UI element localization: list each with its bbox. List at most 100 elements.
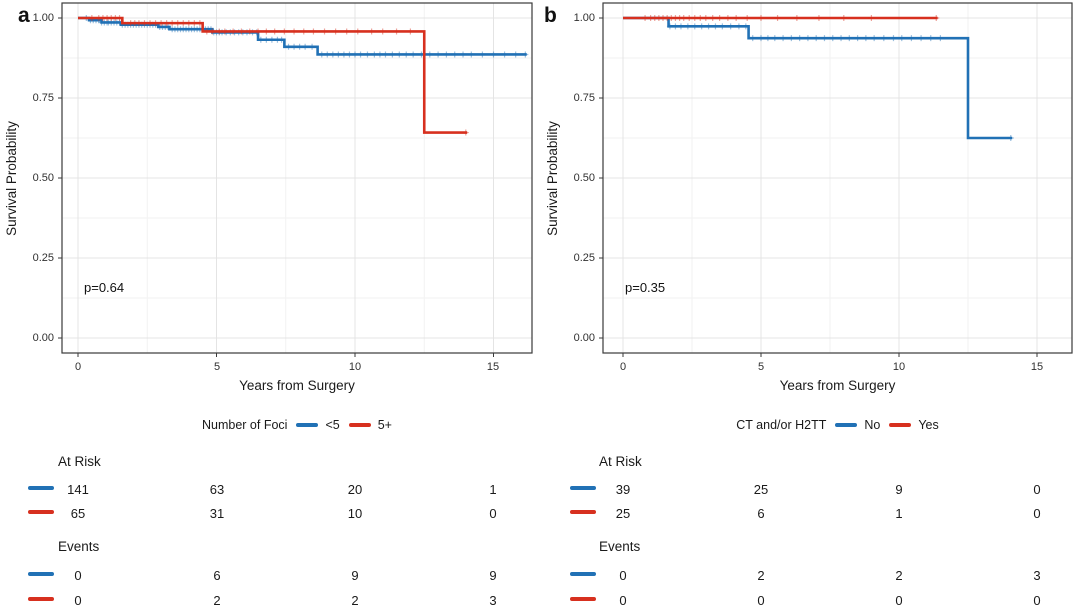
censor-mark	[908, 35, 915, 42]
series-marker	[570, 572, 596, 576]
x-axis-tick-label: 10	[348, 361, 362, 373]
censor-mark	[171, 26, 178, 33]
legend-swatch	[889, 423, 912, 427]
censor-mark	[343, 28, 350, 35]
legend-swatch	[296, 423, 319, 427]
censor-mark	[702, 15, 709, 21]
legend-item: 5+	[348, 418, 392, 432]
censor-mark	[680, 15, 687, 21]
risk-count: 6	[757, 506, 765, 521]
censor-mark	[764, 35, 771, 42]
y-axis-tick-label: 0.25	[573, 252, 595, 264]
series-marker	[28, 572, 54, 576]
censor-mark	[246, 28, 253, 35]
censor-mark	[131, 20, 138, 27]
p-value-a: p=0.64	[84, 280, 125, 295]
censor-mark	[340, 51, 347, 58]
series-marker	[28, 510, 54, 514]
censor-mark	[780, 35, 787, 42]
series-marker	[570, 486, 596, 490]
censor-mark	[804, 35, 811, 42]
censor-mark	[1007, 135, 1014, 141]
x-axis-tick-label: 5	[213, 361, 221, 373]
censor-mark	[238, 28, 245, 35]
censor-mark	[113, 19, 120, 26]
censor-mark	[309, 43, 316, 50]
survival-curve-a-<5	[78, 16, 527, 56]
censor-mark	[744, 15, 751, 21]
legend-b: CT and/or H2TT No Yes	[603, 413, 1072, 437]
censor-mark	[647, 15, 654, 21]
censor-mark	[99, 15, 106, 21]
legend-item-label: 5+	[377, 418, 392, 432]
censor-mark	[263, 28, 270, 35]
event-count: 9	[489, 568, 497, 583]
censor-mark	[719, 23, 726, 30]
censor-mark	[278, 36, 285, 43]
y-axis-title-b: Survival Probability	[544, 120, 560, 236]
censor-mark	[771, 35, 778, 42]
censor-mark	[460, 51, 467, 58]
censor-mark	[697, 15, 704, 21]
censor-mark	[169, 26, 176, 33]
legend-item: No	[835, 418, 880, 432]
censor-mark	[165, 23, 172, 30]
censor-mark	[655, 15, 662, 21]
censor-mark	[716, 15, 723, 21]
censor-mark	[108, 19, 115, 26]
risk-count: 31	[209, 506, 225, 521]
x-axis-title-a: Years from Surgery	[239, 378, 355, 393]
censor-mark	[88, 15, 95, 21]
censor-mark	[684, 23, 691, 30]
legend-item-label: No	[864, 418, 881, 432]
censor-mark	[274, 36, 281, 43]
event-count: 9	[351, 568, 359, 583]
series-marker	[28, 486, 54, 490]
censor-mark	[829, 35, 836, 42]
legend-a: Number of Foci <5 5+	[62, 413, 532, 437]
censor-mark	[285, 43, 292, 50]
y-axis-tick-label: 0.50	[32, 172, 54, 184]
censor-mark	[263, 36, 270, 43]
censor-mark	[116, 15, 123, 21]
censor-mark	[501, 51, 508, 58]
censor-mark	[871, 35, 878, 42]
censor-mark	[185, 20, 192, 27]
censor-mark	[177, 26, 184, 33]
censor-mark	[98, 19, 105, 26]
risk-count: 10	[347, 506, 363, 521]
censor-mark	[479, 51, 486, 58]
y-axis-tick-label: 0.00	[573, 332, 595, 344]
censor-mark	[451, 51, 458, 58]
censor-mark	[158, 20, 165, 27]
x-axis-title-b: Years from Surgery	[779, 378, 896, 393]
x-axis-tick-label: 15	[1030, 361, 1044, 373]
censor-mark	[364, 51, 371, 58]
censor-mark	[868, 15, 875, 21]
censor-mark	[840, 15, 847, 21]
censor-mark	[846, 35, 853, 42]
censor-mark	[642, 15, 649, 21]
risk-count: 63	[209, 482, 225, 497]
x-axis-tick-label: 10	[892, 361, 906, 373]
censor-mark	[698, 23, 705, 30]
censor-mark	[522, 51, 529, 58]
censor-mark	[813, 35, 820, 42]
censor-mark	[462, 129, 469, 136]
censor-mark	[880, 35, 887, 42]
event-count: 0	[74, 568, 82, 583]
x-axis-tick-label: 0	[74, 361, 82, 373]
event-count: 0	[619, 593, 627, 608]
p-value-b: p=0.35	[625, 280, 666, 295]
risk-count: 25	[615, 506, 631, 521]
censor-mark	[357, 51, 364, 58]
event-count: 3	[489, 593, 497, 608]
censor-mark	[898, 35, 905, 42]
censor-mark	[346, 51, 353, 58]
censor-mark	[310, 28, 317, 35]
censor-mark	[672, 23, 679, 30]
censor-mark	[152, 20, 159, 27]
censor-mark	[324, 51, 331, 58]
censor-mark	[191, 20, 198, 27]
